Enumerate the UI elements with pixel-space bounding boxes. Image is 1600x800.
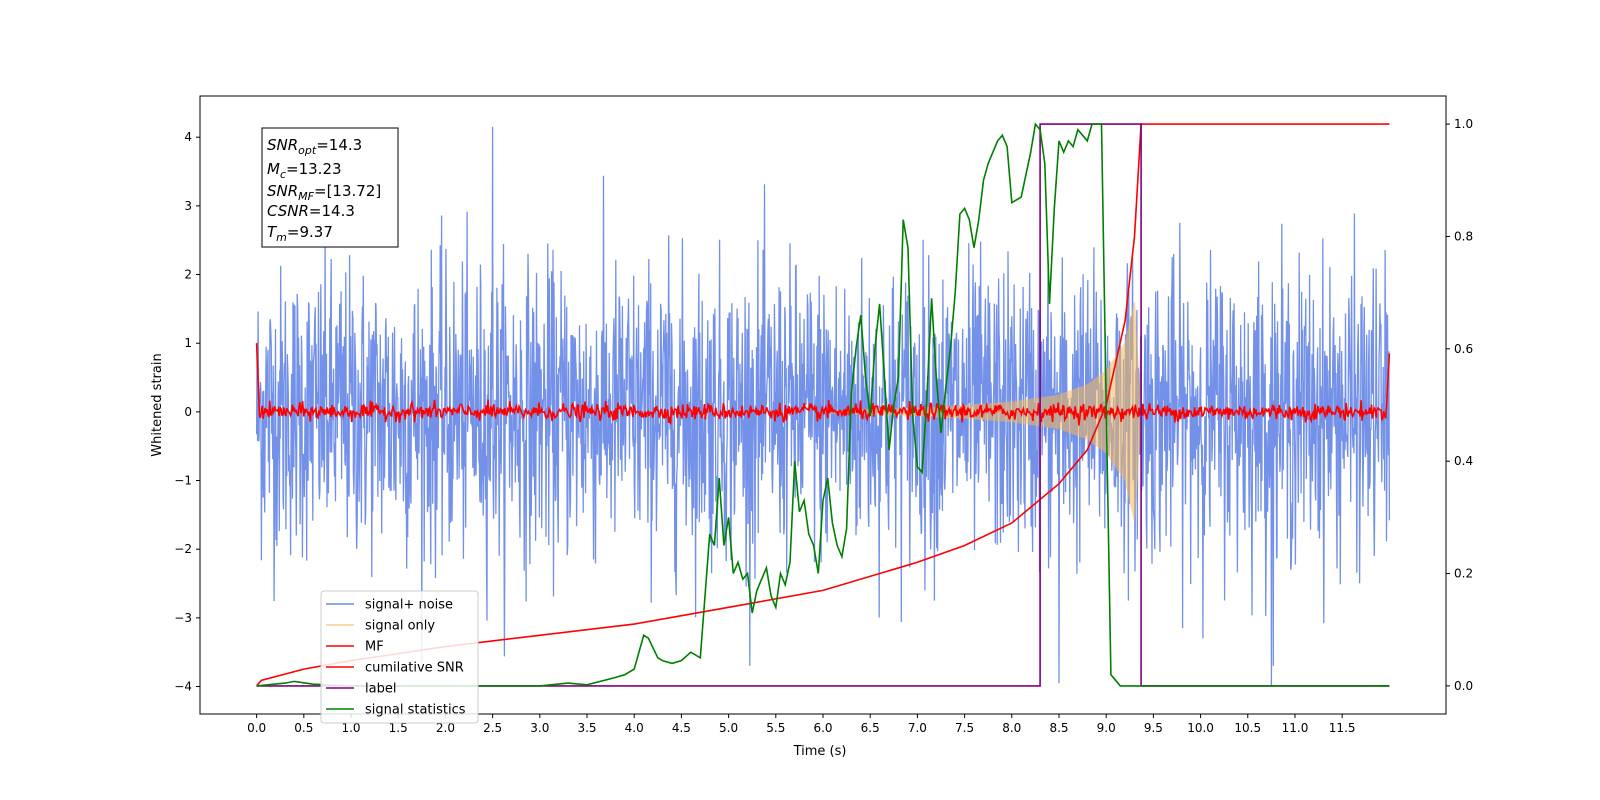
y-right-tick-label: 0.8 <box>1454 229 1473 243</box>
y-tick-label: −1 <box>174 474 192 488</box>
info-chirp-mass: Mc=13.23 <box>267 160 342 181</box>
legend: signal+ noise signal only MF cumilative SNR… <box>320 590 479 724</box>
y-tick-label: 0 <box>184 405 192 419</box>
y-tick-label: 2 <box>184 268 192 282</box>
info-snr-opt: SNRopt=14.3 <box>267 136 362 157</box>
x-tick-label: 11.5 <box>1329 721 1356 735</box>
legend-frame <box>320 590 479 724</box>
x-tick-label: 0.5 <box>294 721 313 735</box>
info-snr-mf: SNRMF=[13.72] <box>267 182 381 203</box>
x-tick-label: 11.0 <box>1282 721 1309 735</box>
x-tick-label: 5.0 <box>719 721 738 735</box>
x-tick-label: 2.0 <box>436 721 455 735</box>
x-tick-label: 10.5 <box>1234 721 1261 735</box>
y-tick-label: 4 <box>184 130 192 144</box>
legend-label: cumilative SNR <box>365 661 464 676</box>
legend-label: signal+ noise <box>365 598 453 613</box>
x-tick-label: 3.5 <box>577 721 596 735</box>
x-tick-label: 7.0 <box>908 721 927 735</box>
series-signal-statistics-line <box>256 122 1390 687</box>
y-tick-label: −4 <box>174 680 192 694</box>
x-tick-label: 2.5 <box>483 721 502 735</box>
info-tm: Tm=9.37 <box>267 223 333 244</box>
x-tick-label: 4.5 <box>672 721 691 735</box>
series-signal-noise-line <box>255 126 1391 687</box>
x-tick-label: 3.0 <box>530 721 549 735</box>
y-right-tick-label: 0.4 <box>1454 454 1473 468</box>
x-tick-label: 7.5 <box>955 721 974 735</box>
y-tick-label: 1 <box>184 336 192 350</box>
legend-label: signal statistics <box>365 703 466 718</box>
x-tick-label: 9.0 <box>1097 721 1116 735</box>
x-tick-label: 8.0 <box>1002 721 1021 735</box>
y-right-tick-label: 0.0 <box>1454 679 1473 693</box>
y-right-tick-label: 0.6 <box>1454 342 1473 356</box>
legend-label: label <box>365 682 396 697</box>
x-axis-label: Time (s) <box>793 744 847 759</box>
y-axis-label: Whitened strain <box>150 353 165 456</box>
x-axis: 0.0 0.5 1.0 1.5 2.0 2.5 3.0 3.5 4.0 4.5 5.0 5.5 6.0 6… <box>247 714 1356 735</box>
x-tick-label: 10.0 <box>1187 721 1214 735</box>
x-tick-label: 4.0 <box>625 721 644 735</box>
x-tick-label: 6.0 <box>813 721 832 735</box>
x-tick-label: 1.5 <box>389 721 408 735</box>
y-axis-left: 4 3 2 1 0 −1 −2 −3 −4 <box>174 130 200 694</box>
y-tick-label: −2 <box>174 542 192 556</box>
info-csnr: CSNR=14.3 <box>267 202 355 220</box>
x-tick-label: 1.0 <box>341 721 360 735</box>
legend-label: signal only <box>365 619 435 634</box>
y-tick-label: 3 <box>184 199 192 213</box>
legend-label: MF <box>365 640 384 655</box>
y-axis-right: 1.0 0.8 0.6 0.4 0.2 0.0 <box>1446 117 1473 693</box>
x-tick-label: 6.5 <box>861 721 880 735</box>
series-signal-only-line <box>822 302 1142 522</box>
y-right-tick-label: 0.2 <box>1454 567 1473 581</box>
x-tick-label: 9.5 <box>1144 721 1163 735</box>
info-box-frame <box>261 127 399 248</box>
x-tick-label: 5.5 <box>766 721 785 735</box>
x-tick-label: 0.0 <box>247 721 266 735</box>
y-right-tick-label: 1.0 <box>1454 117 1473 131</box>
info-box: SNRopt=14.3 Mc=13.23 SNRMF=[13.72] CSNR=… <box>261 127 399 248</box>
x-tick-label: 8.5 <box>1049 721 1068 735</box>
y-tick-label: −3 <box>174 611 192 625</box>
series-mf-line <box>255 343 1391 426</box>
